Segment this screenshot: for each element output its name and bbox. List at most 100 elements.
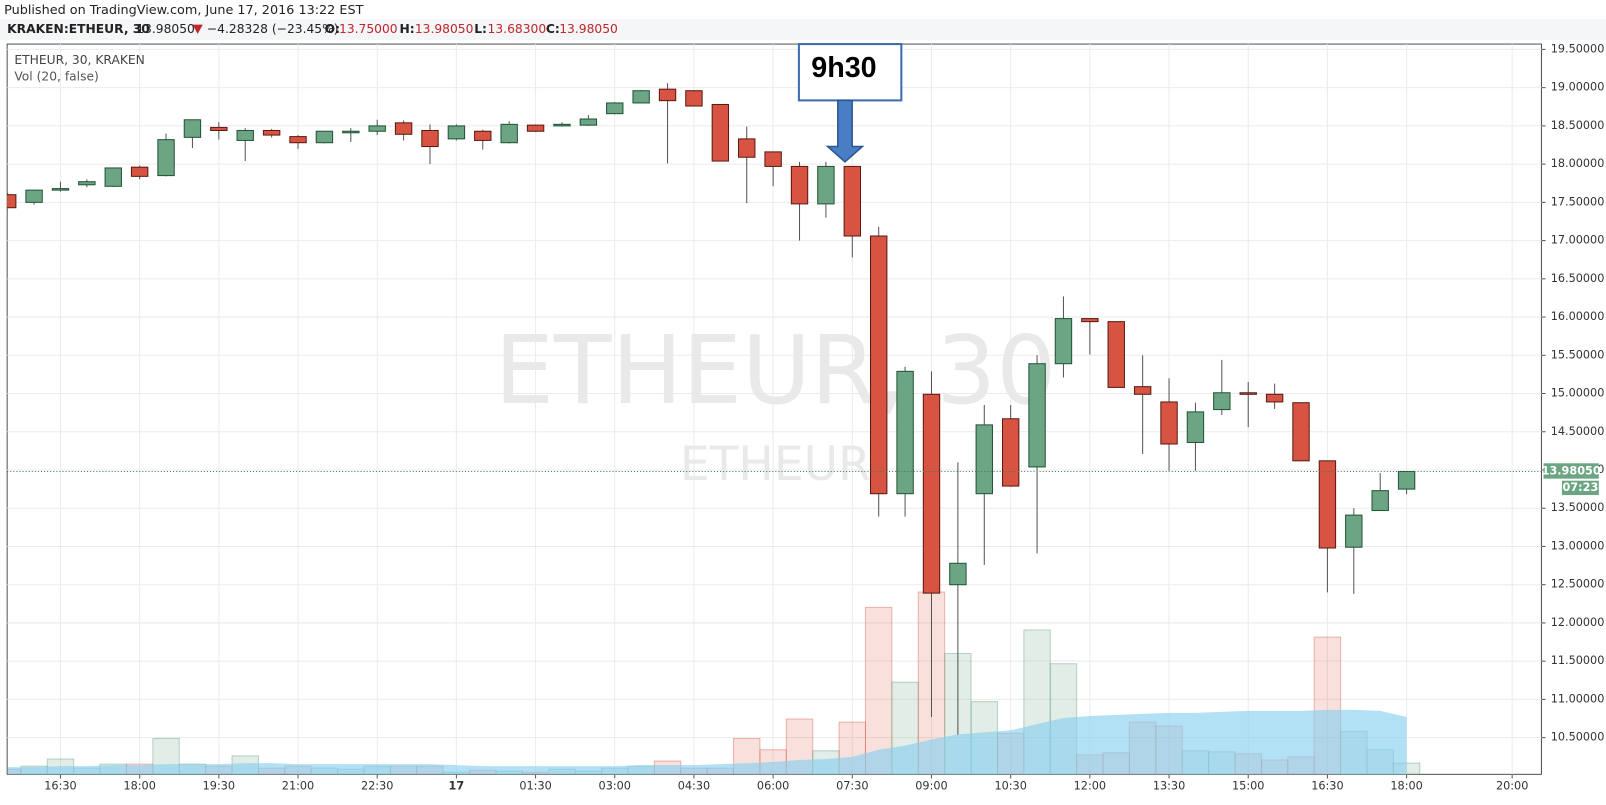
last-price: 13.98050 — [136, 22, 195, 36]
y-tick-label: 18.50000 — [1551, 119, 1605, 132]
x-tick-label: 17 — [449, 780, 465, 793]
ohlc-label: L: — [474, 22, 487, 36]
candle-body — [210, 126, 228, 131]
x-tick-label: 21:00 — [282, 780, 314, 793]
candle-body — [1028, 363, 1046, 468]
ohlc-label: C: — [546, 22, 560, 36]
candle-body — [51, 188, 70, 191]
candle-body — [1081, 318, 1099, 323]
volume-bar — [864, 606, 893, 775]
x-tick-label: 01:30 — [519, 780, 551, 793]
countdown-box — [1561, 480, 1599, 496]
x-tick-label: 04:30 — [678, 780, 710, 793]
candle-body — [1107, 321, 1125, 388]
candle-body — [447, 125, 466, 140]
down-arrow — [192, 24, 203, 34]
candle-body — [1133, 386, 1152, 395]
candle-body — [236, 129, 254, 141]
candle-body — [922, 393, 941, 594]
x-tick-label: 10:30 — [994, 780, 1026, 793]
candle-body — [394, 122, 413, 135]
y-tick-label: 11.50000 — [1551, 654, 1605, 667]
x-tick-label: 12:00 — [1074, 780, 1106, 793]
annotation-box — [797, 43, 903, 102]
watermark-sub: ETHEUR — [680, 437, 871, 492]
published: Published on TradingView.com, June 17, 2… — [4, 3, 364, 18]
candle-body — [949, 562, 967, 586]
y-tick-label: 10.50000 — [1551, 731, 1605, 744]
annotation: 9h30 — [811, 52, 876, 84]
candle-body — [896, 370, 914, 495]
candle-body — [1160, 401, 1178, 445]
candle-body — [658, 88, 677, 102]
countdown-label: 07:23 — [1562, 481, 1598, 494]
ohlc-value: 13.98050 — [559, 22, 618, 36]
y-tick-label: 12.50000 — [1551, 578, 1605, 591]
ohlc-label: H: — [399, 22, 414, 36]
candle-body — [1371, 490, 1389, 512]
y-tick-label: 14.50000 — [1551, 425, 1605, 438]
x-tick-label: 06:00 — [757, 780, 789, 793]
candle-body — [157, 139, 175, 177]
candle-body — [262, 129, 281, 136]
candle-body — [25, 189, 43, 203]
y-tick-label: 15.00000 — [1551, 387, 1605, 400]
x-tick-label: 15:00 — [1232, 780, 1264, 793]
x-tick-label: 19:30 — [203, 780, 235, 793]
y-tick-label: 19.50000 — [1551, 42, 1605, 55]
candle-body — [7, 194, 17, 209]
ohlc-value: 13.75000 — [339, 22, 398, 36]
candle-body — [1001, 418, 1020, 487]
x-tick-label: 03:00 — [599, 780, 631, 793]
candle-body — [738, 138, 756, 158]
candle-body — [975, 424, 993, 495]
x-tick-label: 22:30 — [361, 780, 393, 793]
y-tick-label: 18.00000 — [1551, 157, 1605, 170]
y-tick-label: 19.00000 — [1551, 81, 1605, 94]
y-tick-label: 15.50000 — [1551, 348, 1605, 361]
y-tick-label: 17.50000 — [1551, 195, 1605, 208]
y-tick-label: 16.50000 — [1551, 272, 1605, 285]
candle-body — [1345, 514, 1363, 548]
y-tick-label: 17.00000 — [1551, 234, 1605, 247]
candle-body — [817, 165, 835, 205]
candle-body — [1318, 460, 1337, 549]
candle-body — [843, 165, 862, 237]
candle-body — [1054, 318, 1073, 365]
annotation-arrow — [825, 99, 865, 163]
y-tick-label: 13.00000 — [1551, 539, 1605, 552]
candle-body — [790, 165, 809, 205]
candle-body — [130, 166, 149, 177]
y-tick-label: 12.00000 — [1551, 616, 1605, 629]
y-tick-label: 13.50000 — [1551, 501, 1605, 514]
candle-body — [764, 151, 782, 167]
candle-body — [1213, 392, 1231, 411]
ohlc-value: 13.98050 — [415, 22, 474, 36]
candle-body — [1265, 393, 1284, 403]
candle-body — [421, 129, 439, 148]
candle-body — [315, 130, 334, 144]
candle-body — [685, 90, 703, 107]
watermark: ETHEUR, 30 — [495, 317, 1057, 426]
candle-body — [342, 130, 360, 134]
candle-body — [1186, 411, 1205, 443]
candle-body — [368, 125, 386, 132]
volume-ma-area — [7, 709, 1407, 775]
candle-body — [1397, 470, 1416, 490]
candle-body — [1292, 402, 1310, 462]
candle-body — [1239, 392, 1257, 395]
x-tick-label: 13:30 — [1153, 780, 1185, 793]
header-bar — [0, 19, 1606, 40]
candle-body — [78, 181, 96, 186]
y-tick-label: 11.00000 — [1551, 692, 1605, 705]
candle-body — [526, 124, 545, 132]
x-tick-label: 09:00 — [915, 780, 947, 793]
candle-body — [183, 119, 202, 138]
x-tick-label: 16:30 — [44, 780, 76, 793]
candle-body — [869, 235, 888, 495]
candle-body — [500, 123, 518, 144]
legend-symbol: ETHEUR, 30, KRAKEN — [14, 53, 145, 67]
x-tick-label: 20:00 — [1496, 780, 1528, 793]
